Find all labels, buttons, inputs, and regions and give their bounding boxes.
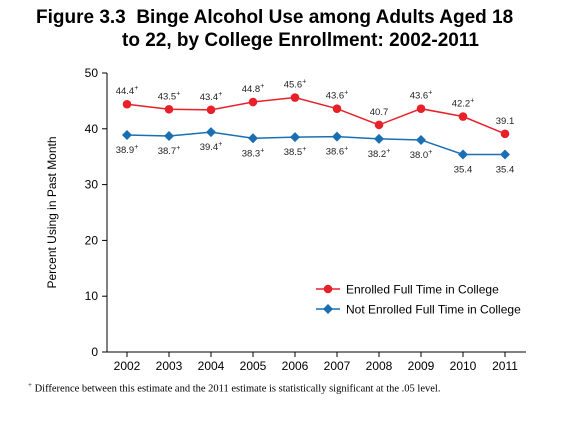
data-point-2	[248, 133, 258, 144]
data-point-1	[206, 105, 216, 115]
data-label-1: 45.6+	[284, 79, 307, 91]
x-tick-label: 2009	[408, 359, 435, 373]
data-point-2	[416, 134, 426, 145]
title-line-2: to 22, by College Enrollment: 2002-2011	[122, 30, 479, 51]
figure-number: Figure 3.3	[36, 7, 126, 28]
data-label-2: 38.0+	[410, 149, 433, 161]
chart-title: Figure 3.3 Binge Alcohol Use among Adult…	[0, 6, 570, 52]
data-label-2: 38.5+	[284, 146, 307, 158]
legend-marker-2	[323, 304, 333, 314]
data-label-1: 44.4+	[116, 85, 139, 97]
x-tick-label: 2007	[324, 359, 351, 373]
data-label-1: 40.7	[370, 107, 389, 118]
y-tick-label: 40	[85, 122, 99, 136]
data-label-1: 43.4+	[200, 91, 223, 103]
data-label-1: 39.1	[496, 116, 515, 127]
data-point-2	[374, 133, 384, 144]
data-point-2	[206, 127, 216, 138]
title-line-1: Figure 3.3 Binge Alcohol Use among Adult…	[0, 6, 570, 29]
data-point-2	[500, 149, 510, 160]
footnote-mark: +	[28, 381, 32, 389]
data-label-2: 38.2+	[368, 148, 391, 160]
x-tick-label: 2005	[240, 359, 267, 373]
data-label-2: 39.4+	[200, 141, 223, 153]
data-label-1: 43.5+	[158, 90, 181, 102]
data-point-2	[458, 149, 468, 160]
data-point-1	[332, 104, 342, 114]
series-line-1	[126, 96, 506, 135]
x-tick-label: 2006	[282, 359, 309, 373]
data-label-2: 38.6+	[326, 146, 349, 158]
data-label-1: 42.2+	[452, 98, 475, 110]
x-tick-label: 2010	[450, 359, 477, 373]
title-text-1: Binge Alcohol Use among Adults Aged 18	[136, 7, 514, 28]
data-label-2: 38.7+	[158, 145, 181, 157]
x-tick-label: 2003	[156, 359, 183, 373]
data-point-1	[248, 97, 258, 107]
data-point-2	[332, 131, 342, 142]
data-label-2: 38.9+	[116, 144, 139, 156]
y-tick-label: 50	[85, 66, 99, 80]
data-point-1	[500, 129, 510, 139]
data-label-2: 38.3+	[242, 147, 265, 159]
data-point-1	[374, 120, 384, 130]
footnote: + Difference between this estimate and t…	[28, 381, 440, 395]
data-point-2	[290, 132, 300, 143]
legend-label-2: Not Enrolled Full Time in College	[346, 303, 521, 317]
data-point-1	[290, 93, 300, 102]
x-tick-label: 2008	[366, 359, 393, 373]
y-axis-title: Percent Using in Past Month	[45, 136, 59, 288]
data-label-2: 35.4	[496, 164, 515, 175]
data-point-1	[122, 99, 132, 109]
y-tick-label: 30	[85, 178, 99, 192]
data-label-2: 35.4	[454, 164, 473, 175]
y-tick-label: 10	[85, 289, 99, 303]
data-label-1: 43.6+	[410, 90, 433, 102]
data-label-1: 43.6+	[326, 90, 349, 102]
y-tick-label: 0	[91, 345, 98, 359]
x-tick-label: 2004	[198, 359, 225, 373]
data-point-2	[122, 129, 132, 140]
x-tick-label: 2002	[114, 359, 141, 373]
data-point-2	[164, 131, 174, 142]
legend-label-1: Enrolled Full Time in College	[346, 283, 499, 297]
x-tick-label: 2011	[492, 359, 518, 373]
legend-marker-1	[323, 284, 333, 294]
series-line-2	[126, 131, 505, 156]
data-point-1	[416, 104, 426, 114]
y-tick-label: 20	[85, 233, 99, 247]
footnote-text: Difference between this estimate and the…	[34, 383, 441, 395]
data-point-1	[164, 104, 174, 114]
data-label-1: 44.8+	[242, 83, 265, 95]
data-point-1	[458, 112, 468, 121]
